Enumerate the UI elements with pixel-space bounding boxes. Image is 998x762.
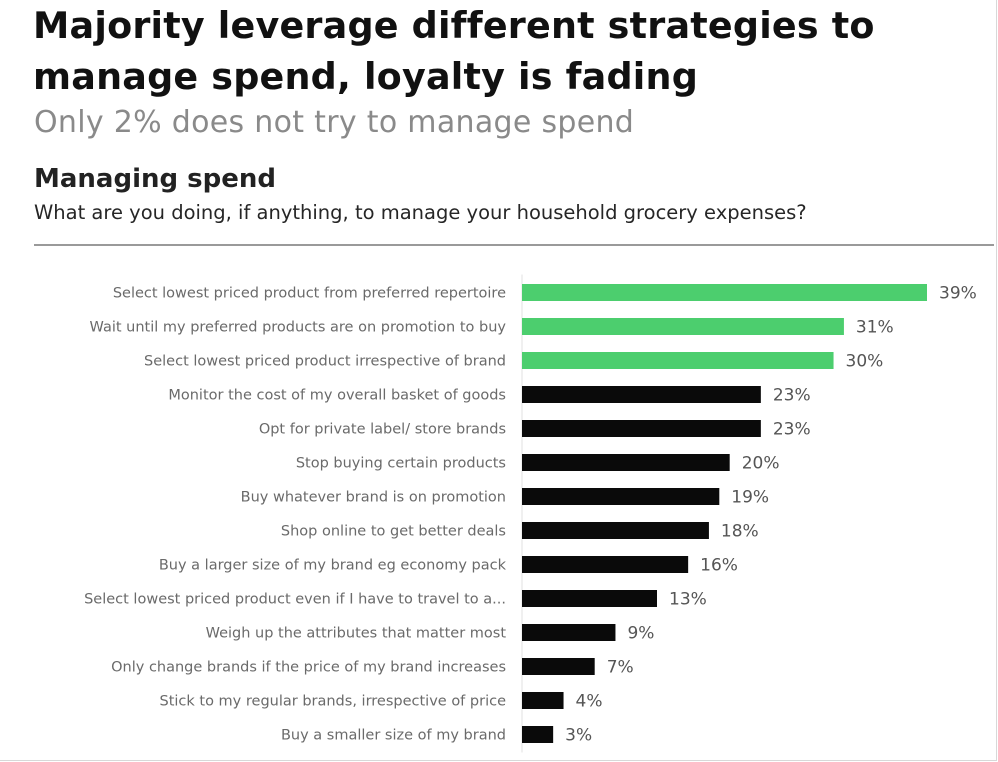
bar-row: Select lowest priced product irrespectiv… [144,352,883,372]
category-label: Select lowest priced product from prefer… [113,286,506,302]
bar [522,590,657,607]
category-label: Buy a larger size of my brand eg economy… [159,558,507,574]
value-label: 13% [669,590,707,610]
bar [522,556,689,573]
category-label: Stop buying certain products [296,456,506,472]
bar [522,488,720,505]
value-label: 19% [731,488,769,508]
value-label: 30% [846,352,884,372]
category-label: Select lowest priced product irrespectiv… [144,354,506,370]
bar [522,386,761,403]
bar-row: Monitor the cost of my overall basket of… [168,386,810,406]
bar [522,318,844,335]
category-label: Buy a smaller size of my brand [281,728,506,744]
section-title: Managing spend [34,164,277,194]
value-label: 16% [700,556,738,576]
bar [522,726,554,743]
bar-row: Only change brands if the price of my br… [111,658,634,678]
category-label: Weigh up the attributes that matter most [206,626,507,642]
value-label: 7% [607,658,634,678]
value-label: 3% [565,726,592,746]
value-label: 20% [742,454,780,474]
bar-row: Opt for private label/ store brands 23% [259,420,811,440]
bar-row: Buy a larger size of my brand eg economy… [159,556,738,576]
bar-row: Wait until my preferred products are on … [90,318,894,338]
survey-question: What are you doing, if anything, to mana… [34,201,807,224]
bar-row: Stick to my regular brands, irrespective… [160,692,603,712]
bar [522,454,730,471]
page-title: Majority leverage different strategies t… [33,4,875,98]
bar-row: Shop online to get better deals 18% [281,522,759,542]
bar [522,658,595,675]
value-label: 9% [627,624,654,644]
header-divider [34,244,994,246]
bar-row: Select lowest priced product even if I h… [84,590,707,610]
value-label: 31% [856,318,894,338]
bar [522,284,927,301]
value-label: 18% [721,522,759,542]
value-label: 23% [773,386,811,406]
category-label: Only change brands if the price of my br… [111,660,506,676]
value-label: 23% [773,420,811,440]
category-label: Opt for private label/ store brands [259,422,506,438]
category-label: Shop online to get better deals [281,524,506,540]
category-label: Wait until my preferred products are on … [90,320,507,336]
bar-row: Weigh up the attributes that matter most… [206,624,655,644]
value-label: 39% [939,284,977,304]
bar [522,692,564,709]
bar-row: Select lowest priced product from prefer… [113,284,977,304]
bar [522,352,834,369]
category-label: Stick to my regular brands, irrespective… [160,694,507,710]
category-label: Buy whatever brand is on promotion [241,490,506,506]
page-subtitle: Only 2% does not try to manage spend [34,105,635,140]
category-label: Monitor the cost of my overall basket of… [168,388,506,404]
bar [522,624,616,641]
category-label: Select lowest priced product even if I h… [84,592,506,608]
bar-row: Stop buying certain products 20% [296,454,780,474]
bar-row: Buy a smaller size of my brand 3% [281,726,592,746]
value-label: 4% [576,692,603,712]
bar [522,522,709,539]
bar [522,420,761,437]
bar-row: Buy whatever brand is on promotion 19% [241,488,769,508]
